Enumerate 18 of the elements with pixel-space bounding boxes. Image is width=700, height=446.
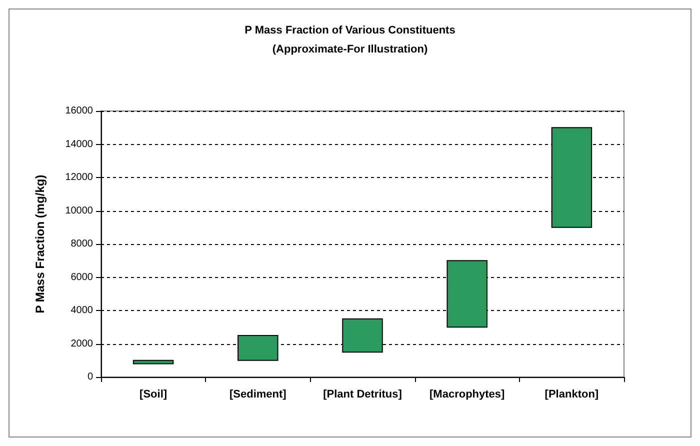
y-axis-title: P Mass Fraction (mg/kg) — [33, 174, 47, 314]
x-tick-label: [Plankton] — [544, 388, 599, 400]
y-tick-label: 12000 — [65, 172, 94, 183]
bar — [132, 360, 174, 364]
y-tick-label: 0 — [87, 372, 94, 382]
y-tick-label: 2000 — [70, 338, 94, 350]
y-tick-label: 6000 — [70, 272, 94, 283]
x-tick-label: [Macrophytes] — [430, 388, 506, 400]
x-tick-label: [Plant Detritus] — [323, 388, 402, 400]
chart-subtitle: (Approximate-For Illustration) — [272, 44, 428, 56]
y-tick-label: 10000 — [65, 205, 94, 216]
chart-title: P Mass Fraction of Various Constituents — [244, 24, 456, 36]
y-tick-label: 14000 — [65, 138, 94, 150]
y-tick-label: 16000 — [65, 106, 94, 116]
y-tick-label: 8000 — [70, 238, 94, 250]
x-tick-label: [Soil] — [140, 388, 168, 400]
y-tick-label: 4000 — [70, 305, 94, 316]
x-tick-label: [Sediment] — [229, 388, 287, 400]
